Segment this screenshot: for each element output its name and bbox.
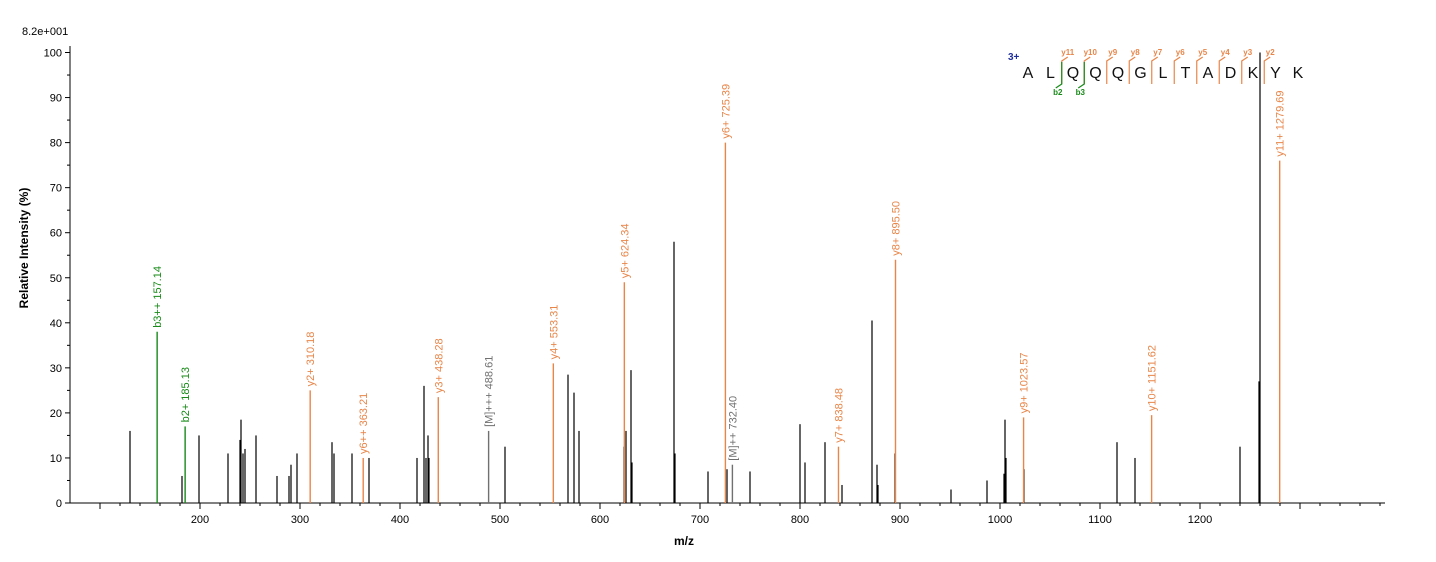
y-tick-label: 50 [50, 273, 62, 285]
y-ion-break-marker [1128, 56, 1136, 84]
y-ion-label: y8 [1131, 48, 1140, 57]
peak-label: y6+ 725.39 [720, 84, 732, 139]
y-ion-label: y3 [1243, 48, 1252, 57]
x-tick-label: 300 [291, 514, 309, 526]
peak-label: y11+ 1279.69 [1275, 90, 1287, 156]
peak-label: [M]++ 732.40 [727, 396, 739, 461]
y-ion-break-marker [1241, 56, 1249, 84]
sequence-residue: D [1225, 65, 1237, 82]
x-tick-label: 1100 [1088, 514, 1112, 526]
peak-label: b3++ 157.14 [152, 266, 164, 328]
y-tick-label: 70 [50, 183, 62, 195]
sequence-residue: Q [1067, 65, 1079, 82]
peak-label: b2+ 185.13 [180, 367, 192, 422]
peak-label: y8+ 895.50 [891, 201, 903, 256]
sequence-residue: Q [1112, 65, 1124, 82]
sequence-residue: A [1203, 65, 1214, 82]
x-tick-label: 700 [691, 514, 709, 526]
x-tick-label: 900 [891, 514, 909, 526]
x-axis-title: m/z [674, 534, 694, 548]
y-ion-label: y9 [1108, 48, 1117, 57]
peak-label: [M]+++ 488.61 [484, 356, 496, 427]
peaks [129, 52, 1281, 503]
y-ion-break-marker [1263, 56, 1271, 84]
y-ion-label: y5 [1198, 48, 1207, 57]
b-ion-label: b2 [1053, 88, 1063, 97]
x-tick-label: 1200 [1188, 514, 1212, 526]
y-tick-label: 0 [56, 498, 62, 510]
y-tick-label: 30 [50, 363, 62, 375]
sequence-residue: K [1248, 65, 1259, 82]
peak-label: y6++ 363.21 [358, 393, 370, 454]
b-ion-break-marker [1055, 62, 1063, 89]
b-ion-break-marker [1077, 62, 1085, 89]
y-ion-label: y2 [1266, 48, 1275, 57]
peak-label: y4+ 553.31 [548, 305, 560, 360]
y-tick-label: 80 [50, 138, 62, 150]
y-ion-break-marker [1196, 56, 1204, 84]
y-ion-label: y11 [1061, 48, 1074, 57]
x-tick-label: 1000 [988, 514, 1012, 526]
sequence-residue: G [1134, 65, 1146, 82]
peak-label: y2+ 310.18 [305, 332, 317, 387]
x-tick-label: 500 [491, 514, 509, 526]
charge-state: 3+ [1008, 52, 1020, 63]
peak-label: y9+ 1023.57 [1019, 353, 1031, 414]
sequence-residue: L [1046, 65, 1055, 82]
y-ion-break-marker [1218, 56, 1226, 84]
sequence-residue: Y [1270, 65, 1281, 82]
x-tick-label: 200 [191, 514, 209, 526]
y-tick-label: 60 [50, 228, 62, 240]
peak-label: y3+ 438.28 [433, 338, 445, 393]
peak-label: y10+ 1151.62 [1147, 345, 1159, 411]
x-tick-label: 800 [791, 514, 809, 526]
sequence-residue: A [1023, 65, 1034, 82]
max-intensity-label: 8.2e+001 [22, 26, 68, 38]
peak-labels: b3++ 157.14 b2+ 185.13 y2+ 310.18 y6++ 363.… [152, 84, 1287, 461]
sequence-residue: K [1293, 65, 1304, 82]
peak-label: y7+ 838.48 [833, 388, 845, 443]
y-ion-label: y7 [1153, 48, 1162, 57]
y-ion-break-marker [1106, 56, 1114, 84]
y-ion-break-marker [1173, 56, 1181, 84]
y-ion-break-marker [1151, 56, 1159, 84]
y-tick-label: 10 [50, 453, 62, 465]
b-ion-label: b3 [1076, 88, 1086, 97]
y-tick-label: 40 [50, 318, 62, 330]
x-tick-label: 600 [591, 514, 609, 526]
y-tick-label: 100 [44, 48, 62, 60]
sequence-residue: L [1159, 65, 1168, 82]
y-axis-title: Relative Intensity (%) [17, 188, 31, 309]
y-ion-label: y10 [1084, 48, 1098, 57]
y-ion-label: y6 [1176, 48, 1185, 57]
y-tick-label: 20 [50, 408, 62, 420]
sequence-residue: Q [1089, 65, 1101, 82]
x-tick-label: 400 [391, 514, 409, 526]
y-tick-label: 90 [50, 93, 62, 105]
sequence-residue: T [1181, 65, 1191, 82]
y-ion-label: y4 [1221, 48, 1230, 57]
peak-label: y5+ 624.34 [619, 224, 631, 279]
